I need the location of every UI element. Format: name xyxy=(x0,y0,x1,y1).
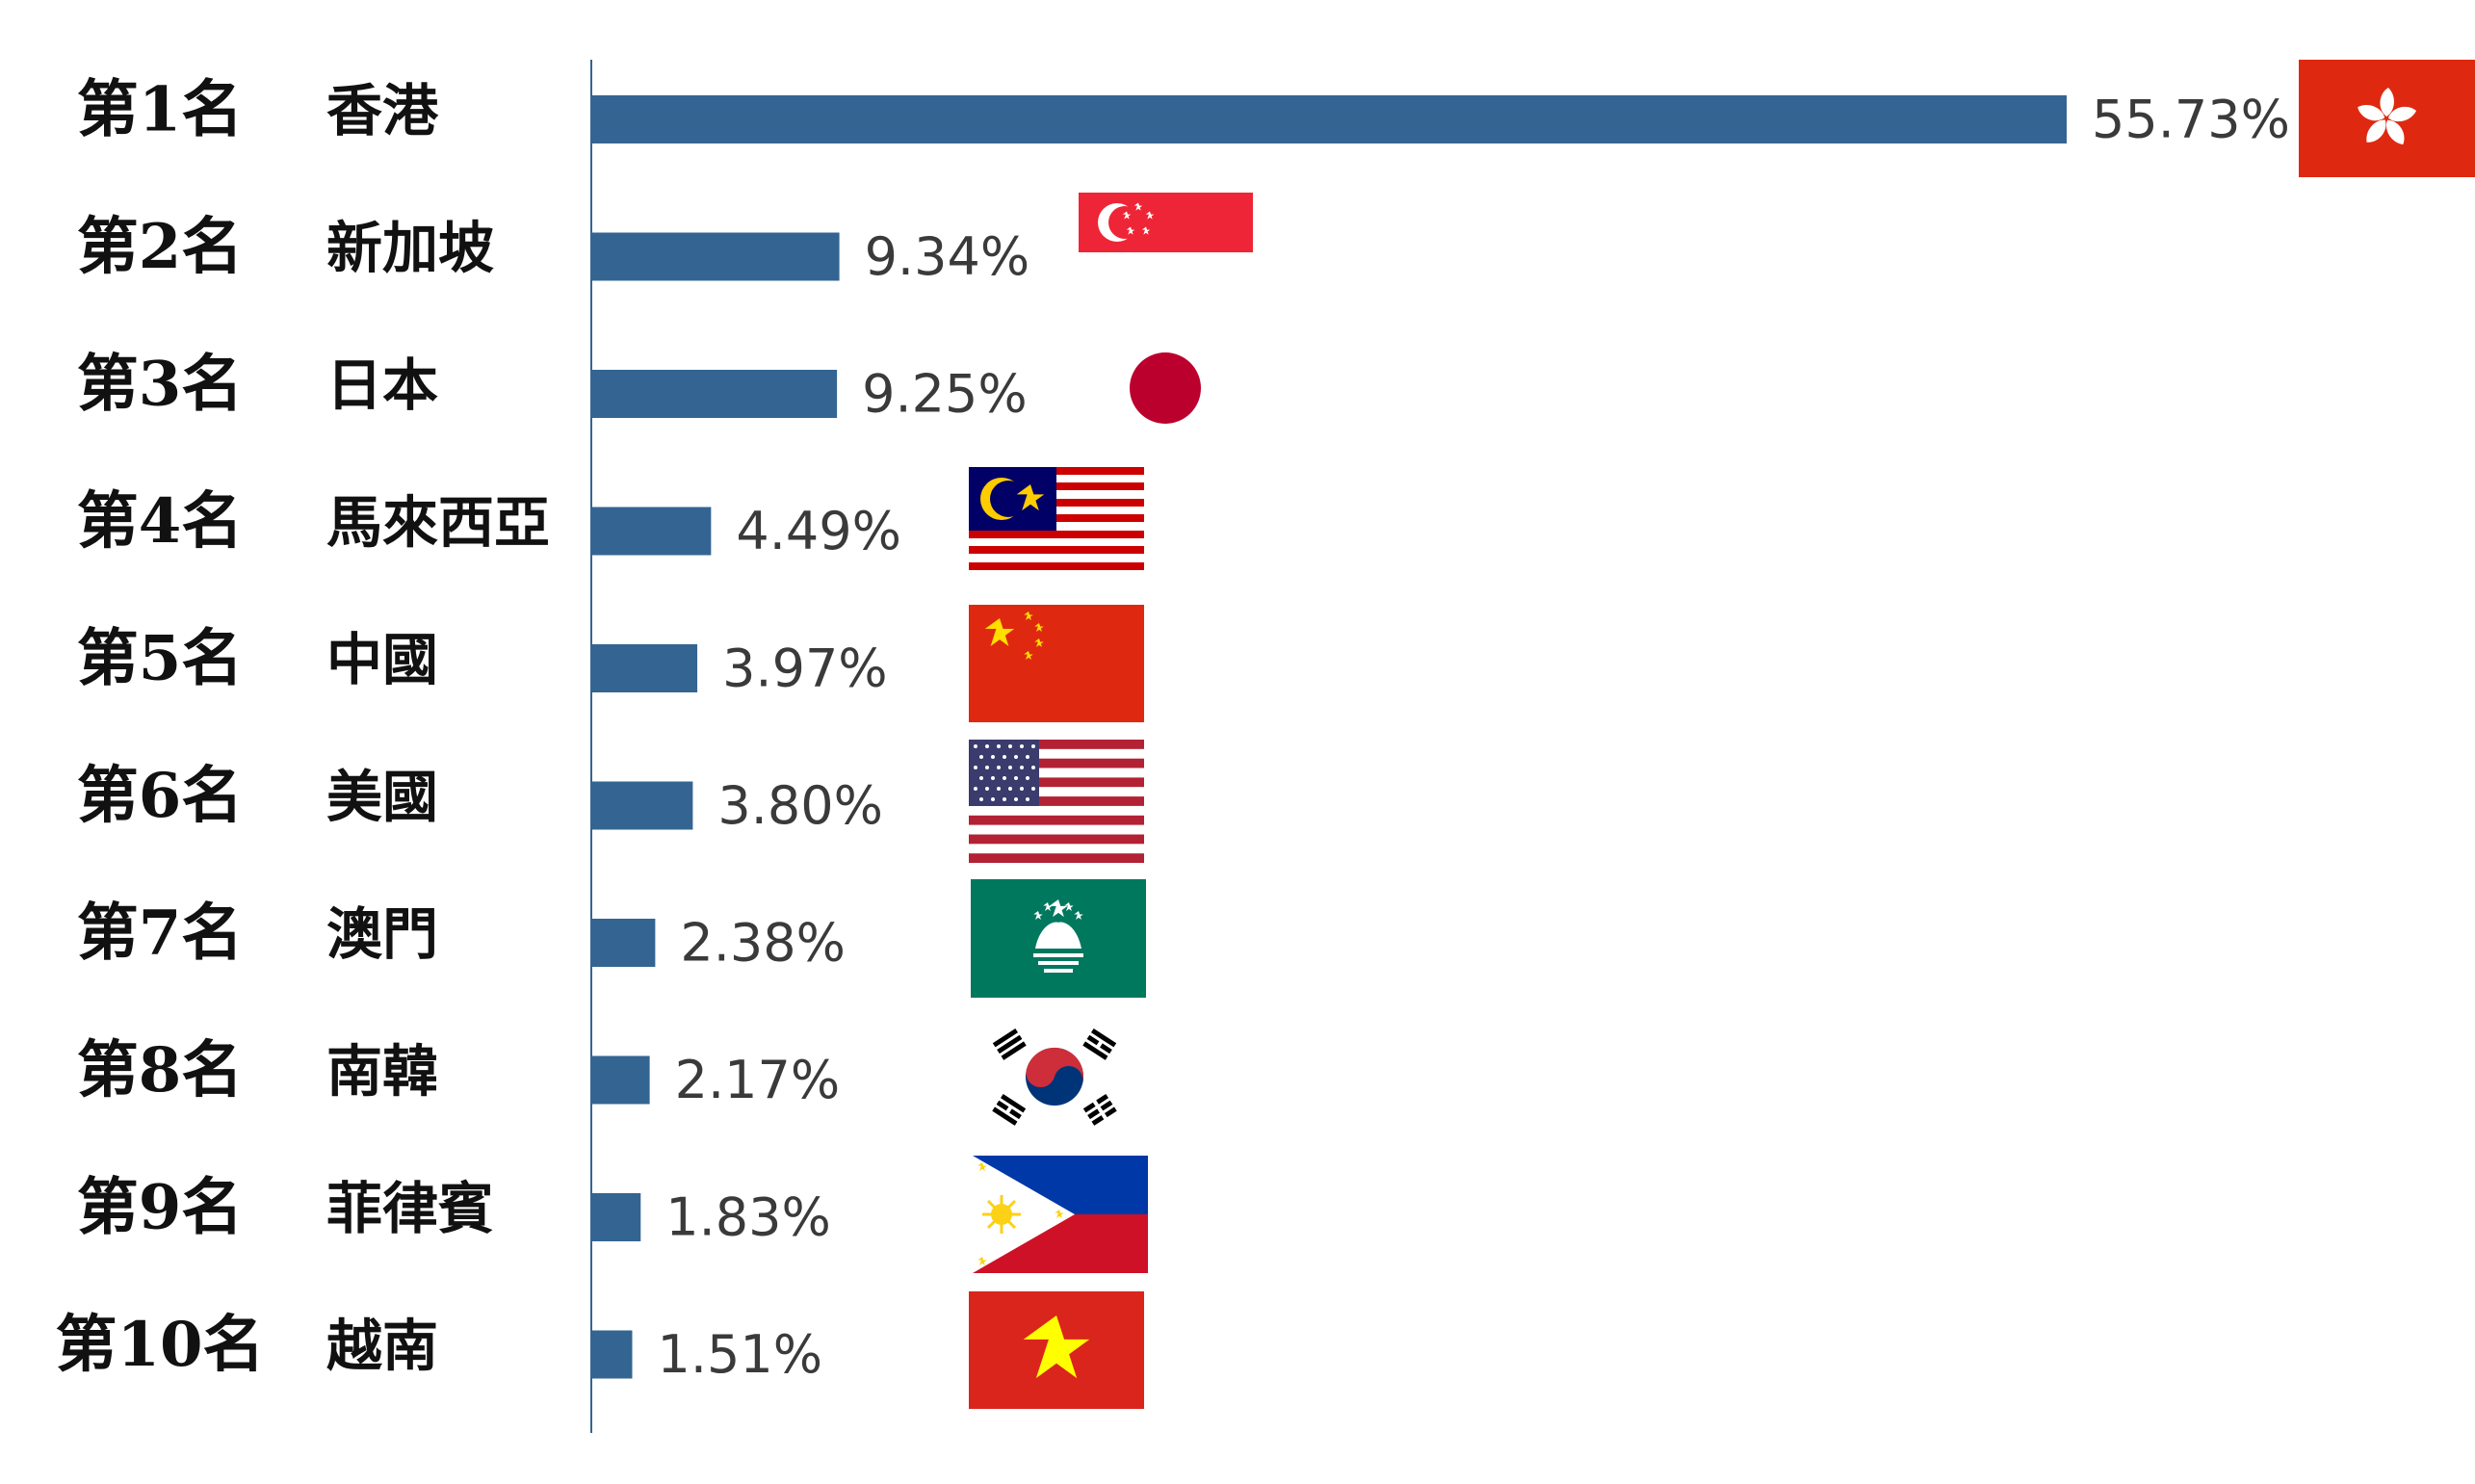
country-label-6: 美國 xyxy=(326,765,438,830)
malaysia-flag xyxy=(969,467,1144,578)
bar-9 xyxy=(592,1193,641,1241)
singapore-flag xyxy=(1079,193,1253,252)
country-label-1: 香港 xyxy=(326,78,439,143)
rank-label-6: 第6名 xyxy=(77,760,244,832)
bar-5 xyxy=(592,644,698,692)
bar-7 xyxy=(592,919,656,967)
hong-kong-flag xyxy=(2299,60,2475,177)
rank-label-5: 第5名 xyxy=(77,623,244,695)
rank-label-7: 第7名 xyxy=(77,898,244,970)
value-label-6: 3.80% xyxy=(717,775,883,836)
value-label-8: 2.17% xyxy=(675,1050,841,1110)
china-flag xyxy=(969,605,1144,722)
bar-6 xyxy=(592,781,693,830)
bar-2 xyxy=(592,232,840,281)
country-label-3: 日本 xyxy=(326,352,438,418)
south-korea-flag xyxy=(973,1021,1140,1136)
country-label-8: 南韓 xyxy=(326,1039,438,1105)
country-label-5: 中國 xyxy=(326,627,438,692)
value-label-1: 55.73% xyxy=(2092,90,2290,150)
rank-label-9: 第9名 xyxy=(77,1172,244,1244)
value-label-2: 9.34% xyxy=(865,226,1030,287)
vietnam-flag xyxy=(969,1291,1144,1409)
flags xyxy=(969,60,2475,1409)
rank-label-2: 第2名 xyxy=(77,211,244,283)
value-label-5: 3.97% xyxy=(722,638,888,699)
value-label-10: 1.51% xyxy=(657,1324,822,1385)
value-label-7: 2.38% xyxy=(680,913,846,974)
macau-flag xyxy=(971,879,1146,998)
value-label-4: 4.49% xyxy=(736,501,901,561)
rank-label-10: 第10名 xyxy=(55,1309,264,1381)
philippines-flag xyxy=(973,1156,1148,1273)
country-label-9: 菲律賓 xyxy=(326,1176,494,1241)
rank-label-3: 第3名 xyxy=(77,349,244,421)
country-label-7: 澳門 xyxy=(326,901,438,967)
bar-8 xyxy=(592,1055,650,1105)
value-label-9: 1.83% xyxy=(665,1187,831,1248)
value-label-3: 9.25% xyxy=(862,364,1028,425)
country-label-4: 馬來西亞 xyxy=(326,490,550,556)
japan-flag xyxy=(1130,352,1201,424)
rank-label-4: 第4名 xyxy=(77,485,244,558)
bar-10 xyxy=(592,1330,633,1379)
bar-4 xyxy=(592,507,712,556)
bar-1 xyxy=(592,95,2067,143)
usa-flag xyxy=(969,740,1144,863)
country-label-2: 新加坡 xyxy=(326,216,494,281)
country-label-10: 越南 xyxy=(326,1314,438,1379)
rank-label-1: 第1名 xyxy=(77,74,244,146)
rank-label-8: 第8名 xyxy=(77,1034,244,1106)
bar-3 xyxy=(592,370,838,418)
